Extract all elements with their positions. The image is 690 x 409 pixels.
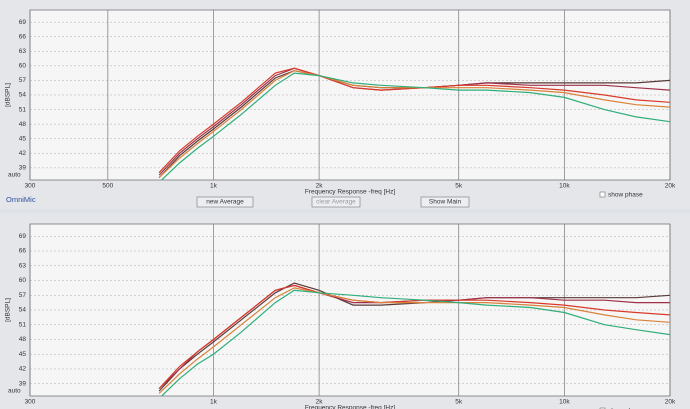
y-tick-label: 63 xyxy=(19,48,27,55)
series-line xyxy=(158,70,670,179)
series-line xyxy=(160,72,670,180)
x-tick-label: 5k xyxy=(455,183,463,190)
y-tick-label: 39 xyxy=(19,165,27,172)
y-tick-label: 51 xyxy=(19,321,27,328)
y-tick-label: 60 xyxy=(19,63,27,70)
app-name: OmniMic xyxy=(6,195,36,204)
y-tick-label: 48 xyxy=(19,121,27,128)
x-tick-label: 10k xyxy=(559,399,570,406)
auto-toggle[interactable]: auto xyxy=(8,388,21,395)
x-tick-label: 300 xyxy=(25,399,36,406)
x-tick-label: 5k xyxy=(455,399,463,406)
x-axis-label: Frequency Response -freq [Hz] xyxy=(305,405,396,409)
y-tick-label: 54 xyxy=(19,307,27,314)
series-line xyxy=(158,67,670,174)
y-tick-label: 69 xyxy=(19,233,27,240)
button[interactable] xyxy=(311,196,361,208)
x-tick-label: 10k xyxy=(559,183,570,190)
y-tick-label: 69 xyxy=(19,19,27,26)
x-tick-label: 1k xyxy=(210,183,218,190)
x-tick-label: 500 xyxy=(102,183,113,190)
button[interactable] xyxy=(420,196,470,208)
button[interactable] xyxy=(196,196,254,208)
y-tick-label: 63 xyxy=(19,262,27,269)
y-tick-label: 66 xyxy=(19,33,27,40)
auto-toggle[interactable]: auto xyxy=(8,172,21,179)
checkbox[interactable] xyxy=(599,191,606,198)
y-tick-label: 42 xyxy=(19,150,27,157)
y-tick-label: 57 xyxy=(19,77,27,84)
x-tick-label: 2k xyxy=(316,399,324,406)
x-tick-label: 20k xyxy=(665,399,676,406)
show-phase[interactable]: show phase xyxy=(608,408,643,409)
x-tick-label: 20k xyxy=(665,183,676,190)
y-tick-label: 66 xyxy=(19,248,27,255)
series-line xyxy=(160,289,670,396)
y-tick-label: 39 xyxy=(19,380,27,387)
y-tick-label: 57 xyxy=(19,292,27,299)
series-line xyxy=(158,287,670,394)
y-tick-label: 45 xyxy=(19,351,27,358)
x-tick-label: 2k xyxy=(316,183,324,190)
button-label[interactable]: new Average xyxy=(206,199,244,206)
y-axis-label: [dBSPL] xyxy=(5,298,12,322)
x-axis-label: Frequency Response -freq [Hz] xyxy=(305,189,396,196)
x-tick-label: 300 xyxy=(25,183,36,190)
series-line xyxy=(158,282,670,392)
y-tick-label: 54 xyxy=(19,92,27,99)
x-tick-label: 1k xyxy=(210,399,218,406)
y-tick-label: 48 xyxy=(19,336,27,343)
y-tick-label: 60 xyxy=(19,277,27,284)
button-label[interactable]: Show Main xyxy=(429,199,462,206)
y-tick-label: 51 xyxy=(19,106,27,113)
y-tick-label: 45 xyxy=(19,135,27,142)
show-phase[interactable]: show phase xyxy=(608,192,643,199)
y-axis-label: [dBSPL] xyxy=(5,83,12,107)
button-label[interactable]: clear Average xyxy=(316,199,356,206)
y-tick-label: 42 xyxy=(19,366,27,373)
